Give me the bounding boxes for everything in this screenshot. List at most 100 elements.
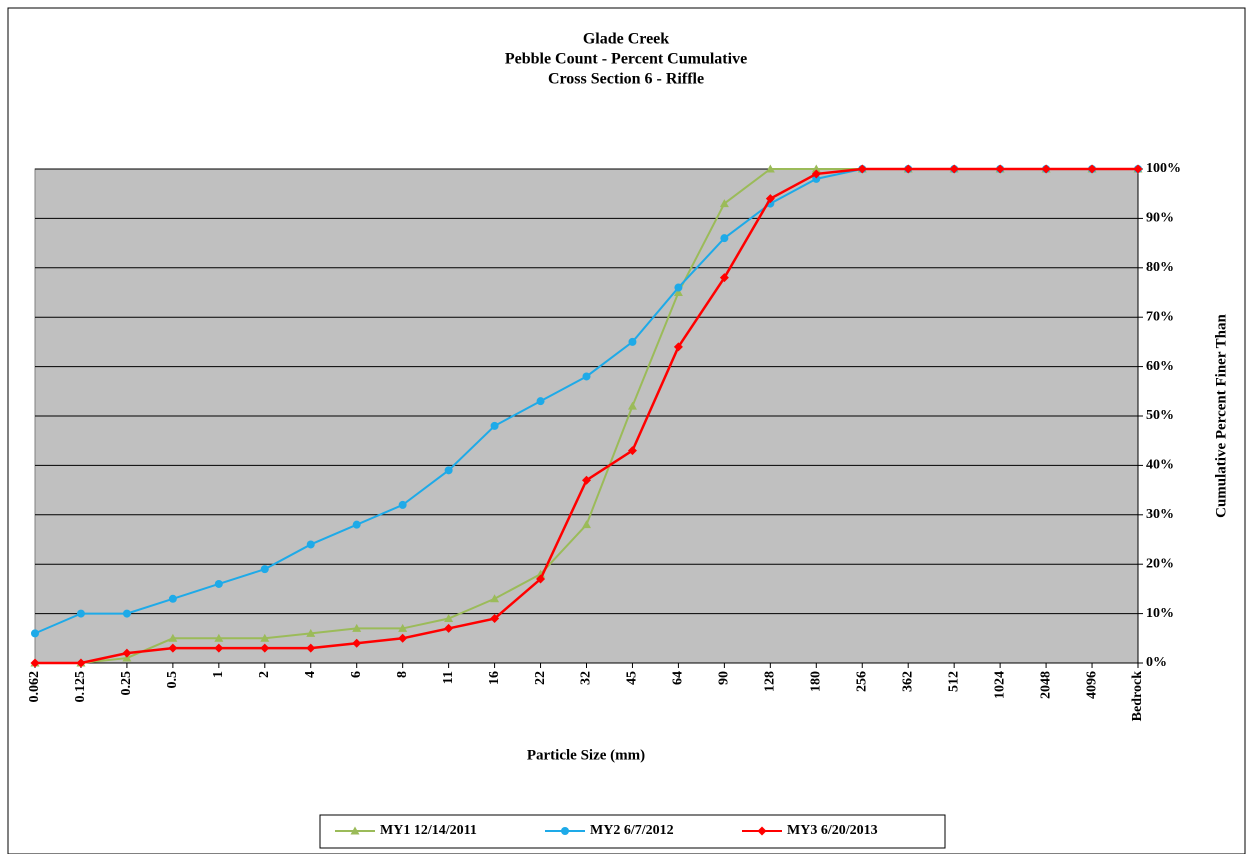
data-point <box>949 164 959 174</box>
legend-marker <box>350 826 360 835</box>
legend-box <box>319 814 946 849</box>
data-point <box>260 565 269 574</box>
data-point <box>811 164 821 173</box>
x-tick-label: 180 <box>809 671 824 692</box>
x-tick-label: 45 <box>625 671 640 685</box>
x-tick-label: 1 <box>211 671 226 678</box>
x-axis-title: Particle Size (mm) <box>527 747 645 763</box>
data-point <box>903 164 913 174</box>
y-tick-label: 100% <box>1146 161 1181 176</box>
data-point <box>490 594 500 603</box>
x-tick-label: 2 <box>257 671 272 678</box>
x-tick-label: 2048 <box>1038 671 1053 699</box>
legend-marker <box>757 826 767 836</box>
data-point <box>260 633 270 642</box>
x-tick-label: 512 <box>946 671 961 692</box>
data-point <box>444 466 453 475</box>
y-tick-label: 50% <box>1146 408 1174 423</box>
y-tick-label: 60% <box>1146 359 1174 374</box>
data-point <box>812 174 821 183</box>
data-point <box>306 643 316 653</box>
data-point <box>627 446 637 456</box>
chart-title: Cross Section 6 - Riffle <box>548 71 704 88</box>
data-point <box>214 633 224 642</box>
data-point <box>30 658 40 668</box>
y-tick-label: 40% <box>1146 458 1174 473</box>
data-point <box>857 164 867 174</box>
y-tick-label: 0% <box>1146 655 1167 670</box>
data-point <box>582 475 591 485</box>
x-tick-label: 0.5 <box>165 671 180 689</box>
legend-marker <box>561 827 569 835</box>
data-point <box>582 520 591 529</box>
data-point <box>306 540 315 549</box>
data-point <box>76 609 85 618</box>
x-tick-label: 64 <box>671 671 686 685</box>
x-tick-label: 128 <box>763 671 778 692</box>
data-point <box>719 273 729 283</box>
data-point <box>995 164 1005 174</box>
data-point <box>673 288 683 296</box>
data-point <box>673 342 683 352</box>
legend-label: MY1 12/14/2011 <box>380 823 477 838</box>
x-tick-label: 22 <box>533 671 548 685</box>
data-point <box>260 643 270 653</box>
data-point <box>582 372 591 381</box>
data-point <box>719 199 729 208</box>
data-point <box>168 643 178 653</box>
data-point <box>444 614 454 623</box>
x-tick-label: 0.062 <box>27 671 42 703</box>
y-tick-label: 70% <box>1146 309 1174 324</box>
data-point <box>168 594 177 603</box>
x-tick-label: 0.125 <box>73 671 88 703</box>
x-tick-label: 90 <box>717 671 732 685</box>
y-axis-title: Cumulative Percent Finer Than <box>1213 313 1229 517</box>
data-point <box>352 623 362 632</box>
x-tick-label: 11 <box>441 671 456 684</box>
data-point <box>811 169 821 179</box>
data-point <box>168 633 178 642</box>
data-point <box>398 633 408 643</box>
x-tick-label: 4096 <box>1084 671 1099 699</box>
data-point <box>490 614 500 624</box>
x-tick-label: 6 <box>349 671 364 678</box>
data-point <box>1041 164 1051 174</box>
y-tick-label: 10% <box>1146 606 1174 621</box>
data-point <box>1087 164 1097 174</box>
data-point <box>490 421 499 430</box>
data-point <box>536 574 546 584</box>
x-tick-label: 4 <box>303 671 318 678</box>
data-point <box>1133 164 1143 174</box>
x-tick-label: 0.25 <box>119 671 134 696</box>
x-tick-label: 362 <box>900 671 915 692</box>
data-point <box>31 629 39 638</box>
data-point <box>214 643 224 653</box>
data-point <box>765 164 775 173</box>
data-point <box>765 194 775 204</box>
y-tick-label: 90% <box>1146 211 1174 226</box>
data-point <box>627 401 637 410</box>
y-tick-label: 20% <box>1146 556 1174 571</box>
x-tick-label: 32 <box>579 671 594 685</box>
data-point <box>306 628 316 637</box>
data-point <box>398 500 407 509</box>
data-point <box>674 283 683 292</box>
data-point <box>628 337 637 346</box>
data-point <box>214 579 223 588</box>
y-tick-label: 30% <box>1146 507 1174 522</box>
data-point <box>352 638 362 648</box>
x-tick-label: Bedrock <box>1130 671 1145 722</box>
y-tick-label: 80% <box>1146 260 1174 275</box>
data-point <box>444 623 454 633</box>
data-point <box>536 397 545 406</box>
data-point <box>76 658 86 668</box>
data-point <box>720 234 729 243</box>
x-tick-label: 256 <box>854 671 869 692</box>
chart-title: Glade Creek <box>583 31 669 48</box>
x-tick-label: 16 <box>487 671 502 685</box>
data-point <box>122 648 132 658</box>
x-tick-label: 1024 <box>992 671 1007 699</box>
legend-label: MY2 6/7/2012 <box>590 823 674 838</box>
legend-label: MY3 6/20/2013 <box>787 823 878 838</box>
